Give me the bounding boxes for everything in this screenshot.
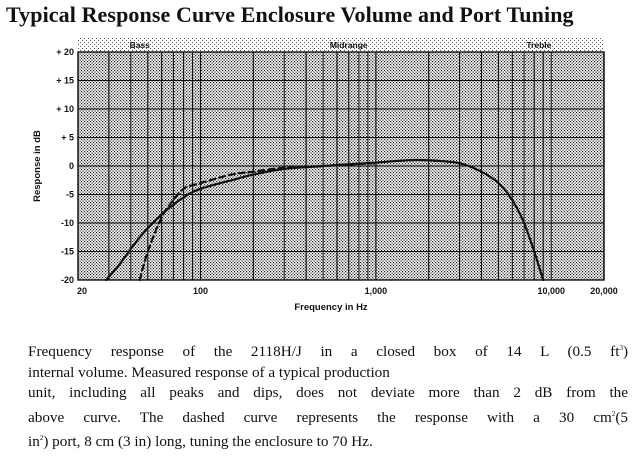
y-tick-label: -15 xyxy=(61,247,74,257)
band-label: Treble xyxy=(526,40,551,50)
x-tick-label: 100 xyxy=(193,286,208,296)
plot-frame xyxy=(77,51,605,281)
series-dashed-curve xyxy=(138,162,377,282)
y-tick-label: -20 xyxy=(61,275,74,285)
y-tick-label: + 15 xyxy=(56,76,74,86)
x-tick-label: 20 xyxy=(77,286,87,296)
y-tick-label: 0 xyxy=(69,161,74,171)
curves xyxy=(105,158,545,282)
caption: Frequency response of the 2118H/J in a c… xyxy=(28,338,628,453)
y-tick-label: -5 xyxy=(66,190,74,200)
x-tick-label: 1,000 xyxy=(365,286,388,296)
band-label: Bass xyxy=(130,40,151,50)
y-tick-label: -10 xyxy=(61,218,74,228)
y-tick-label: + 5 xyxy=(61,133,74,143)
axes xyxy=(77,51,605,281)
x-tick-label: 10,000 xyxy=(537,286,565,296)
x-tick-label: 20,000 xyxy=(590,286,618,296)
caption-line-4: above curve. The dashed curve represents… xyxy=(28,408,628,426)
plot-area xyxy=(78,38,604,280)
caption-line-3: unit, including all peaks and dips, does… xyxy=(28,384,628,402)
y-tick-label: + 10 xyxy=(56,104,74,114)
caption-line-1: Frequency response of the 2118H/J in a c… xyxy=(28,343,628,361)
band-label: Midrange xyxy=(330,40,368,50)
caption-line-2: internal volume. Measured response of a … xyxy=(28,363,390,381)
caption-line-5: in2) port, 8 cm (3 in) long, tuning the … xyxy=(28,433,373,451)
chart-title: Typical Response Curve Enclosure Volume … xyxy=(6,2,574,27)
y-axis-label: Response in dB xyxy=(32,130,43,202)
x-axis-label: Frequency in Hz xyxy=(294,302,368,313)
band-strip xyxy=(78,38,604,52)
y-tick-label: + 20 xyxy=(56,47,74,57)
